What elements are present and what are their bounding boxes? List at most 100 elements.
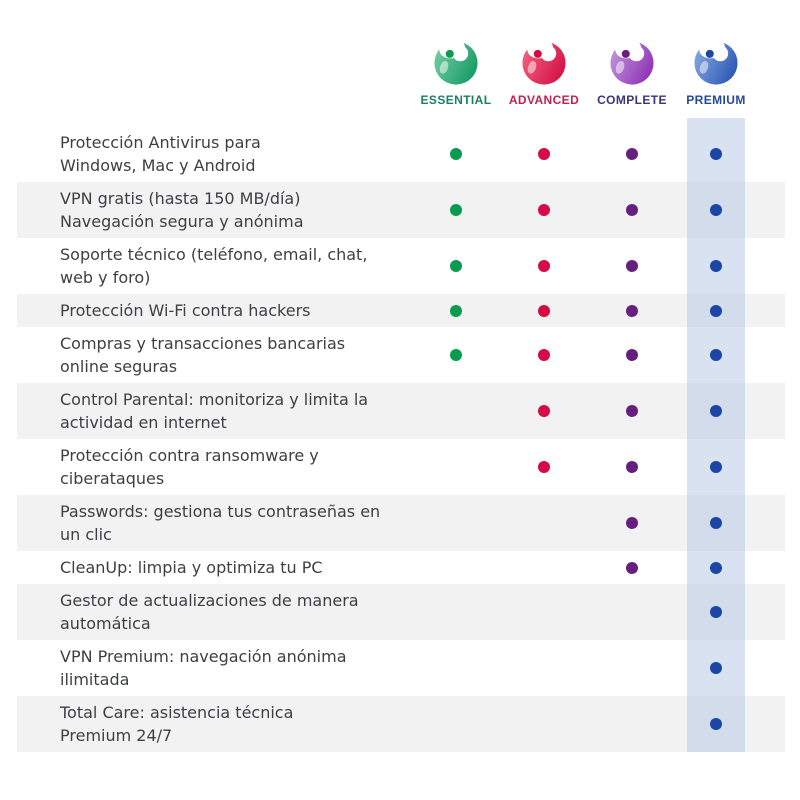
feature-cell-advanced — [500, 584, 588, 640]
product-name-label: ADVANCED — [508, 93, 580, 107]
feature-row: Compras y transacciones bancarias online … — [17, 327, 785, 383]
feature-cell-advanced — [500, 294, 588, 327]
feature-text-line: VPN Premium: navegación anónima — [60, 647, 347, 666]
feature-cell-essential — [412, 383, 500, 439]
feature-cell-essential — [412, 696, 500, 752]
feature-text-line: VPN gratis (hasta 150 MB/día) — [60, 189, 301, 208]
feature-text-line: CleanUp: limpia y optimiza tu PC — [60, 558, 323, 577]
included-dot-icon — [710, 461, 722, 473]
product-name-label: PREMIUM — [686, 93, 746, 107]
included-dot-icon — [450, 204, 462, 216]
feature-cell-complete — [588, 383, 676, 439]
feature-label: VPN Premium: navegación anónima ilimitada — [17, 640, 412, 696]
product-header-row: ESSENTIAL ADVANCED COMPLETE — [17, 0, 800, 107]
feature-cell-complete — [588, 327, 676, 383]
included-dot-icon — [710, 204, 722, 216]
included-dot-icon — [626, 204, 638, 216]
feature-cell-essential — [412, 126, 500, 182]
feature-text-line: Protección Wi-Fi contra hackers — [60, 301, 311, 320]
feature-row: Control Parental: monitoriza y limita la… — [17, 383, 785, 439]
feature-cell-premium — [676, 551, 756, 584]
feature-row: Soporte técnico (teléfono, email, chat, w… — [17, 238, 785, 294]
included-dot-icon — [710, 304, 722, 317]
feature-cell-essential — [412, 439, 500, 495]
included-dot-icon — [450, 148, 462, 160]
feature-row: Gestor de actualizaciones de manera autom… — [17, 584, 785, 640]
included-dot-icon — [710, 349, 722, 361]
feature-label: Protección contra ransomware y ciberataqu… — [17, 439, 412, 495]
feature-cell-complete — [588, 640, 676, 696]
included-dot-icon — [538, 304, 550, 317]
feature-cell-essential — [412, 294, 500, 327]
included-dot-icon — [626, 304, 638, 317]
feature-cell-essential — [412, 238, 500, 294]
feature-cell-complete — [588, 696, 676, 752]
panda-logo-icon — [609, 38, 655, 86]
feature-cell-complete — [588, 294, 676, 327]
feature-label: Protección Wi-Fi contra hackers — [17, 294, 412, 327]
included-dot-icon — [626, 148, 638, 160]
feature-cell-premium — [676, 584, 756, 640]
feature-table: Protección Antivirus para Windows, Mac y … — [17, 118, 785, 752]
feature-cell-complete — [588, 551, 676, 584]
feature-cell-essential — [412, 182, 500, 238]
feature-text-line: Gestor de actualizaciones de manera — [60, 591, 359, 610]
feature-row: Total Care: asistencia técnica Premium 24… — [17, 696, 785, 752]
feature-cell-advanced — [500, 238, 588, 294]
feature-row: Protección Wi-Fi contra hackers — [17, 294, 785, 327]
included-dot-icon — [538, 461, 550, 473]
feature-cell-complete — [588, 495, 676, 551]
feature-cell-premium — [676, 640, 756, 696]
feature-cell-premium — [676, 327, 756, 383]
included-dot-icon — [450, 349, 462, 361]
feature-text-line: Control Parental: monitoriza y limita la — [60, 390, 369, 409]
included-dot-icon — [626, 349, 638, 361]
included-dot-icon — [626, 405, 638, 417]
included-dot-icon — [710, 517, 722, 529]
feature-label: CleanUp: limpia y optimiza tu PC — [17, 551, 412, 584]
product-column-advanced: ADVANCED — [500, 38, 588, 107]
feature-text-line: Protección contra ransomware y — [60, 446, 319, 465]
feature-text-line: Windows, Mac y Android — [60, 156, 256, 175]
feature-cell-complete — [588, 584, 676, 640]
included-dot-icon — [710, 561, 722, 574]
feature-cell-essential — [412, 327, 500, 383]
feature-label: Total Care: asistencia técnica Premium 24… — [17, 696, 412, 752]
feature-cell-advanced — [500, 383, 588, 439]
feature-row: Protección contra ransomware y ciberataqu… — [17, 439, 785, 495]
feature-cell-premium — [676, 238, 756, 294]
product-column-premium: PREMIUM — [676, 38, 756, 107]
included-dot-icon — [538, 349, 550, 361]
feature-row: VPN gratis (hasta 150 MB/día) Navegación … — [17, 182, 785, 238]
feature-cell-premium — [676, 126, 756, 182]
feature-text-line: Premium 24/7 — [60, 726, 173, 745]
feature-cell-advanced — [500, 126, 588, 182]
feature-label: Passwords: gestiona tus contraseñas en un… — [17, 495, 412, 551]
feature-cell-premium — [676, 696, 756, 752]
feature-row: VPN Premium: navegación anónima ilimitada — [17, 640, 785, 696]
feature-row: Passwords: gestiona tus contraseñas en un… — [17, 495, 785, 551]
feature-text-line: online seguras — [60, 357, 178, 376]
feature-cell-premium — [676, 439, 756, 495]
feature-cell-essential — [412, 584, 500, 640]
feature-text-line: actividad en internet — [60, 413, 227, 432]
feature-label: Control Parental: monitoriza y limita la… — [17, 383, 412, 439]
feature-cell-advanced — [500, 327, 588, 383]
included-dot-icon — [710, 718, 722, 730]
feature-text-line: Passwords: gestiona tus contraseñas en — [60, 502, 381, 521]
included-dot-icon — [710, 662, 722, 674]
included-dot-icon — [710, 405, 722, 417]
included-dot-icon — [538, 204, 550, 216]
included-dot-icon — [710, 606, 722, 618]
panda-logo-icon — [521, 38, 567, 86]
feature-text-line: Soporte técnico (teléfono, email, chat, — [60, 245, 368, 264]
included-dot-icon — [626, 561, 638, 574]
panda-logo-icon — [433, 38, 479, 86]
feature-label: Protección Antivirus para Windows, Mac y … — [17, 126, 412, 182]
feature-cell-complete — [588, 439, 676, 495]
included-dot-icon — [626, 517, 638, 529]
header-spacer — [17, 40, 412, 107]
feature-cell-advanced — [500, 551, 588, 584]
product-column-essential: ESSENTIAL — [412, 38, 500, 107]
